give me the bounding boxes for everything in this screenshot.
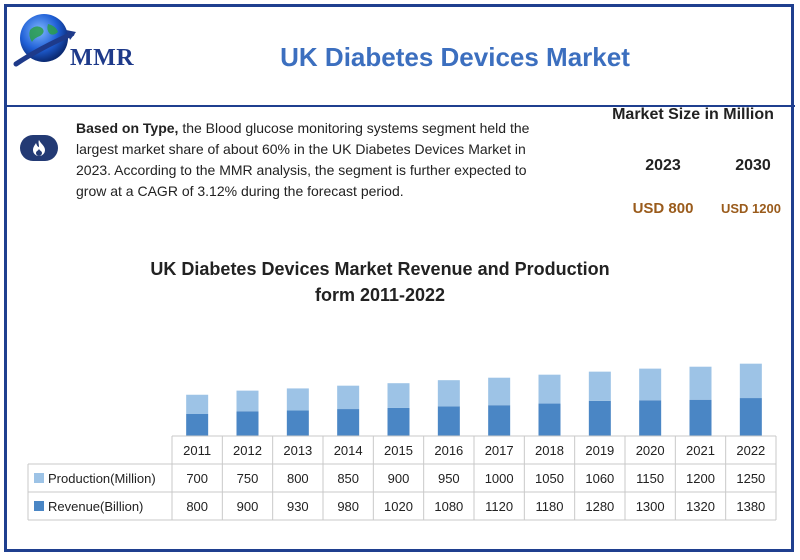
bar-revenue-2018 <box>538 403 561 436</box>
data-label-production-2011: 700 <box>186 471 208 486</box>
data-label-production-2019: 1060 <box>585 471 614 486</box>
data-label-production-2013: 800 <box>287 471 309 486</box>
data-label-revenue-2014: 980 <box>337 499 359 514</box>
data-label-revenue-2017: 1120 <box>485 499 513 514</box>
bar-production-2012 <box>236 390 259 412</box>
data-label-revenue-2021: 1320 <box>686 499 715 514</box>
data-label-revenue-2018: 1180 <box>536 499 564 514</box>
bar-production-2020 <box>639 368 662 401</box>
mmr-logo: MMR <box>10 8 150 88</box>
data-label-revenue-2012: 900 <box>237 499 259 514</box>
bar-revenue-2022 <box>739 398 762 436</box>
bar-production-2013 <box>286 388 309 411</box>
data-label-revenue-2013: 930 <box>287 499 309 514</box>
bar-revenue-2014 <box>337 409 360 436</box>
legend-swatch-revenue <box>34 501 44 511</box>
chart-title-line-1: UK Diabetes Devices Market Revenue and P… <box>150 259 610 279</box>
logo-text: MMR <box>70 45 135 71</box>
market-size-value-2030: USD 1200 <box>721 201 781 216</box>
category-label-2012: 2012 <box>233 443 262 458</box>
chart-title-line-2: form 2011-2022 <box>314 285 446 305</box>
data-label-production-2012: 750 <box>237 471 259 486</box>
page-frame <box>4 4 795 552</box>
category-label-2017: 2017 <box>485 443 514 458</box>
category-label-2011: 2011 <box>183 443 211 458</box>
legend-label-production: Production(Million) <box>48 471 156 486</box>
globe-icon <box>13 14 76 67</box>
segment-description: Based on Type, the Blood glucose monitor… <box>76 118 546 202</box>
category-label-2018: 2018 <box>535 443 564 458</box>
bar-revenue-2017 <box>488 405 511 436</box>
market-size-year-2023: 2023 <box>645 157 681 174</box>
bar-revenue-2013 <box>286 410 309 436</box>
market-size-year-2030: 2030 <box>735 157 771 174</box>
header-divider <box>7 105 795 107</box>
category-label-2021: 2021 <box>686 443 715 458</box>
bar-production-2011 <box>186 394 209 414</box>
bar-production-2018 <box>538 374 561 404</box>
page-title: UK Diabetes Devices Market <box>280 42 630 72</box>
bar-revenue-2016 <box>437 406 460 436</box>
bar-production-2021 <box>689 366 712 400</box>
category-label-2014: 2014 <box>334 443 363 458</box>
data-label-production-2016: 950 <box>438 471 460 486</box>
data-label-revenue-2016: 1080 <box>434 499 463 514</box>
legend-swatch-production <box>34 473 44 483</box>
bar-production-2019 <box>588 371 611 401</box>
data-label-production-2021: 1200 <box>686 471 715 486</box>
data-label-production-2022: 1250 <box>736 471 765 486</box>
data-label-production-2017: 1000 <box>485 471 514 486</box>
data-label-production-2014: 850 <box>337 471 359 486</box>
bar-revenue-2015 <box>387 407 410 436</box>
data-label-revenue-2015: 1020 <box>384 499 413 514</box>
data-label-revenue-2020: 1300 <box>636 499 665 514</box>
segment-lead: Based on Type, <box>76 120 179 136</box>
category-label-2022: 2022 <box>736 443 765 458</box>
info-badge <box>20 135 58 161</box>
bar-production-2017 <box>488 377 511 406</box>
category-label-2015: 2015 <box>384 443 413 458</box>
flame-icon <box>33 140 45 156</box>
category-label-2013: 2013 <box>283 443 312 458</box>
category-label-2019: 2019 <box>585 443 614 458</box>
bar-revenue-2019 <box>588 400 611 436</box>
bar-production-2015 <box>387 383 410 408</box>
data-label-production-2020: 1150 <box>636 471 664 486</box>
market-size-title: Market Size in Million <box>612 106 774 123</box>
data-label-production-2018: 1050 <box>535 471 564 486</box>
chart-title: UK Diabetes Devices Market Revenue and P… <box>110 256 650 308</box>
legend-label-revenue: Revenue(Billion) <box>48 499 143 514</box>
bar-production-2022 <box>739 363 762 399</box>
bar-revenue-2012 <box>236 411 259 436</box>
category-label-2020: 2020 <box>636 443 665 458</box>
bar-production-2016 <box>437 380 460 407</box>
segment-body: the Blood glucose monitoring systems seg… <box>76 120 530 199</box>
bar-production-2014 <box>337 385 360 410</box>
bar-revenue-2011 <box>186 414 209 436</box>
bar-revenue-2020 <box>639 400 662 436</box>
data-label-revenue-2019: 1280 <box>585 499 614 514</box>
data-label-production-2015: 900 <box>388 471 410 486</box>
category-label-2016: 2016 <box>434 443 463 458</box>
data-label-revenue-2011: 800 <box>186 499 208 514</box>
data-label-revenue-2022: 1380 <box>736 499 765 514</box>
market-size-value-2023: USD 800 <box>632 200 694 217</box>
bar-revenue-2021 <box>689 399 712 436</box>
